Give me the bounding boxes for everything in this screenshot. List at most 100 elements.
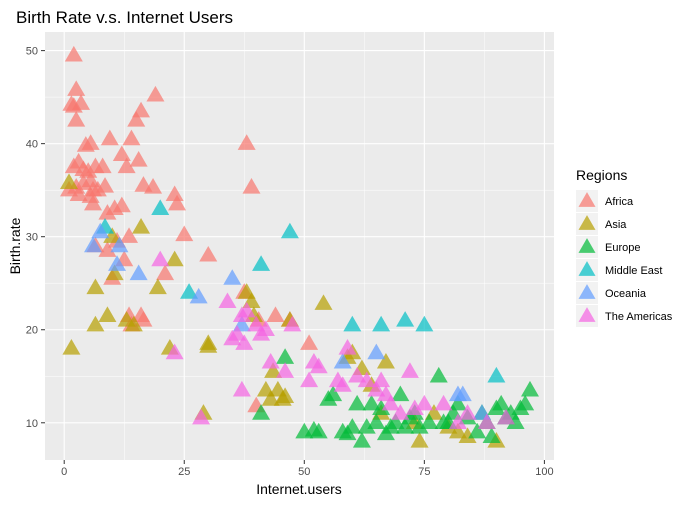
point-oceania [367, 343, 386, 360]
legend-title: Regions [576, 167, 627, 183]
point-europe [429, 366, 448, 383]
y-tick-label: 30 [26, 232, 38, 244]
point-asia [314, 294, 333, 310]
point-the-americas [405, 399, 424, 416]
legend: Regions Africa Asia Europe Middle East Ocean… [576, 167, 673, 327]
point-africa [122, 129, 141, 146]
point-africa [242, 178, 261, 194]
legend-key-asia [578, 215, 596, 230]
point-africa [129, 151, 148, 167]
x-tick-label: 0 [61, 466, 67, 478]
point-africa [266, 306, 285, 323]
point-the-americas [357, 371, 376, 388]
plot-panel [45, 32, 554, 460]
point-europe [482, 427, 501, 443]
point-asia [448, 422, 467, 439]
legend-key-africa [578, 192, 596, 207]
point-europe [420, 413, 439, 430]
point-asia [264, 362, 283, 378]
point-africa [144, 178, 163, 194]
point-oceania [453, 385, 472, 402]
point-asia [98, 306, 117, 323]
point-the-americas [309, 357, 328, 374]
point-the-americas [151, 250, 170, 267]
point-africa [98, 241, 117, 257]
point-the-americas [256, 320, 275, 336]
point-the-americas [372, 371, 391, 388]
point-middle-east [396, 311, 415, 327]
point-europe [357, 418, 376, 434]
point-asia [105, 264, 124, 281]
point-africa [175, 225, 194, 242]
point-africa [69, 185, 88, 202]
point-middle-east [151, 199, 170, 216]
point-europe [367, 413, 386, 430]
point-europe [410, 418, 429, 434]
point-asia [458, 427, 477, 443]
y-tick-label: 50 [26, 46, 38, 58]
point-africa [100, 129, 119, 146]
point-asia [165, 250, 184, 267]
point-europe [372, 399, 391, 416]
point-asia [132, 218, 151, 234]
point-the-americas [283, 315, 302, 332]
point-africa [112, 145, 131, 162]
point-the-americas [338, 338, 357, 355]
point-middle-east [343, 315, 362, 332]
point-europe [352, 432, 371, 448]
legend-label-the-americas: The Americas [605, 311, 673, 323]
point-oceania [129, 264, 148, 281]
point-the-americas [391, 404, 410, 420]
y-tick-label: 20 [26, 325, 38, 337]
point-africa [168, 194, 187, 211]
legend-key-europe [578, 238, 596, 253]
point-europe [520, 380, 539, 397]
legend-key-oceania [578, 284, 596, 299]
point-the-americas [235, 334, 254, 350]
point-africa [64, 45, 83, 62]
point-oceania [333, 352, 352, 369]
point-africa [96, 177, 115, 193]
point-the-americas [276, 362, 295, 378]
point-africa [199, 245, 218, 262]
point-oceania [108, 255, 127, 271]
point-the-americas [192, 408, 211, 425]
point-middle-east [252, 255, 271, 271]
point-asia [60, 173, 79, 189]
point-oceania [84, 236, 103, 253]
point-oceania [189, 287, 208, 304]
point-middle-east [415, 315, 434, 332]
point-the-americas [300, 371, 319, 388]
x-tick-label: 25 [178, 466, 190, 478]
point-africa [93, 157, 112, 174]
point-the-americas [381, 394, 400, 411]
point-africa [165, 185, 184, 202]
point-africa [84, 194, 103, 211]
point-europe [391, 385, 410, 402]
point-asia [410, 432, 429, 448]
point-europe [396, 418, 415, 434]
point-africa [120, 227, 139, 243]
point-oceania [91, 222, 110, 239]
point-africa [81, 134, 100, 150]
point-the-americas [448, 413, 467, 430]
point-europe [324, 385, 343, 402]
point-the-americas [237, 301, 256, 318]
point-europe [448, 394, 467, 411]
point-africa [146, 85, 165, 102]
point-europe [252, 404, 271, 420]
point-the-americas [218, 292, 237, 309]
chart-title: Birth Rate v.s. Internet Users [16, 8, 233, 27]
point-asia [86, 278, 105, 295]
point-africa [81, 171, 100, 188]
axis-ticks: 0 25 50 75 100 10 20 30 40 50 [26, 46, 554, 478]
point-europe [309, 422, 328, 439]
point-the-americas [400, 362, 419, 378]
point-africa [117, 157, 136, 174]
point-asia [103, 227, 122, 243]
point-africa [134, 311, 153, 327]
x-tick-label: 100 [535, 466, 553, 478]
point-europe [492, 394, 511, 411]
point-europe [468, 422, 487, 439]
